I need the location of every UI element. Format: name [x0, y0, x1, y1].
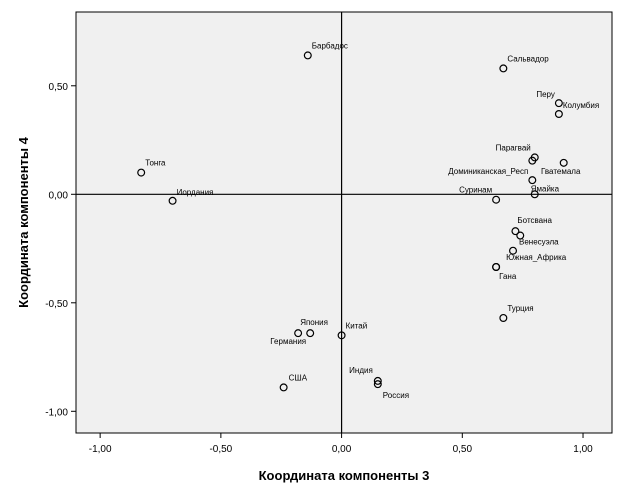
point-label: Гватемала [541, 167, 581, 176]
scatter-point [492, 195, 501, 204]
y-tick-label: 0,00 [49, 190, 69, 201]
data-points: Барбадос Сальвадор Перу Колумбия Парагвай Гва… [137, 41, 599, 400]
scatter-point [168, 196, 177, 205]
scatter-point [528, 176, 537, 185]
scatter-point [511, 227, 520, 236]
point-label: Барбадос [312, 41, 348, 50]
scatter-point [137, 168, 146, 177]
point-label: Сальвадор [507, 54, 549, 63]
point-label: США [289, 373, 308, 382]
y-tick-label: 0,50 [49, 82, 69, 93]
point-label: Германия [270, 337, 306, 346]
scatter-point [554, 109, 563, 118]
reference-lines [76, 12, 612, 433]
point-label: Китай [346, 321, 368, 330]
scatter-point [306, 329, 315, 338]
scatter-point [492, 262, 501, 271]
x-tick-label: 1,00 [573, 444, 593, 455]
y-axis: -1,00 -0,50 0,00 0,50 [45, 82, 76, 418]
scatter-point [373, 380, 382, 389]
scatter-point [554, 99, 563, 108]
point-label: Ботсвана [517, 216, 552, 225]
point-label: Доминиканская_Респ [448, 167, 528, 176]
point-label: Суринам [459, 186, 492, 195]
y-axis-title: Координата компоненты 4 [16, 136, 31, 307]
scatter-point [509, 246, 518, 255]
point-label: Парагвай [496, 143, 531, 152]
point-label: Ямайка [531, 184, 560, 193]
scatter-point [559, 158, 568, 167]
x-axis: -1,00 -0,50 0,00 0,50 1,00 [89, 433, 593, 455]
x-tick-label: 0,00 [332, 444, 352, 455]
point-label: Колумбия [563, 101, 599, 110]
x-tick-label: 0,50 [453, 444, 473, 455]
point-label: Турция [507, 304, 533, 313]
y-tick-label: -0,50 [45, 299, 68, 310]
point-label: Южная_Африка [506, 253, 567, 262]
plot-area [75, 11, 613, 434]
x-tick-label: -1,00 [89, 444, 112, 455]
scatter-point [528, 156, 537, 165]
scatter-point [499, 313, 508, 322]
point-label: Венесуэла [519, 238, 559, 247]
scatter-point [279, 383, 288, 392]
scatter-point [530, 190, 539, 199]
scatter-point [499, 64, 508, 73]
scatter-point [294, 329, 303, 338]
point-label: Россия [383, 391, 409, 400]
scatter-point [303, 51, 312, 60]
point-label: Индия [349, 366, 373, 375]
scatter-point [337, 331, 346, 340]
x-axis-title: Координата компоненты 3 [259, 468, 430, 483]
scatter-point [516, 231, 525, 240]
scatter-point [373, 376, 382, 385]
point-label: Гана [499, 272, 517, 281]
point-label: Перу [536, 90, 555, 99]
y-tick-label: -1,00 [45, 407, 68, 418]
x-tick-label: -0,50 [209, 444, 232, 455]
point-label: Япония [300, 318, 328, 327]
point-label: Иордания [177, 188, 214, 197]
point-label: Тонга [145, 159, 166, 168]
